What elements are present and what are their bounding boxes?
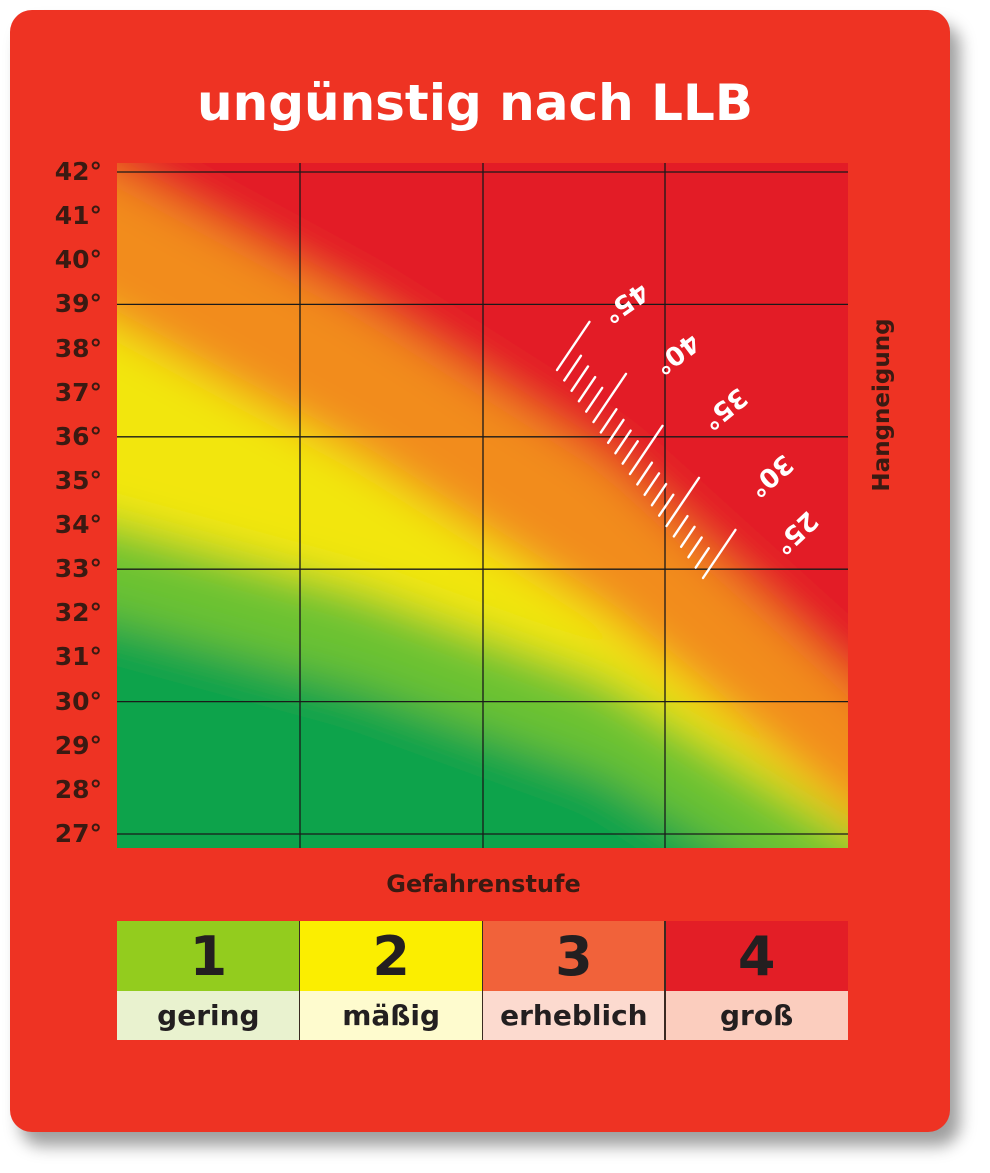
y-tick-label: 30°	[54, 686, 102, 716]
y-tick-label: 34°	[54, 510, 102, 540]
y-tick-label: 36°	[54, 421, 102, 451]
scale-tick	[665, 476, 701, 528]
legend-level-number: 1	[117, 921, 300, 991]
scale-tick	[563, 354, 583, 382]
y-tick-label: 39°	[54, 289, 102, 319]
scale-tick	[672, 514, 689, 538]
y-tick-label: 32°	[54, 598, 102, 628]
scale-tick	[614, 429, 632, 455]
legend-level-label: groß	[665, 991, 848, 1040]
legend-level-number: 4	[665, 921, 848, 991]
legend-item-level-3: 3 erheblich	[482, 921, 666, 1040]
y-tick-label: 28°	[54, 774, 102, 804]
scale-tick	[577, 375, 597, 403]
scale-tick	[636, 461, 654, 486]
y-axis-title: Hangneigung	[869, 318, 895, 492]
x-axis-title: Gefahrenstufe	[386, 870, 581, 898]
legend-level-label: mäßig	[299, 991, 483, 1040]
legend-level-label: gering	[117, 991, 300, 1040]
legend-level-label: erheblich	[482, 991, 666, 1040]
legend-separator	[481, 921, 483, 1040]
scale-tick	[679, 525, 696, 548]
legend-item-level-2: 2 mäßig	[299, 921, 483, 1040]
y-tick-label: 33°	[54, 554, 102, 584]
scale-tick	[658, 493, 675, 517]
legend-item-level-4: 4 groß	[665, 921, 848, 1040]
y-tick-label: 37°	[54, 377, 102, 407]
legend-separator	[664, 921, 666, 1040]
y-tick-label: 27°	[54, 819, 102, 848]
legend-separator	[298, 921, 301, 1040]
y-tick-label: 42°	[54, 157, 102, 186]
scale-tick	[606, 418, 625, 444]
y-tick-label: 31°	[54, 642, 102, 672]
scale-tick	[650, 482, 668, 507]
scale-tick	[585, 386, 604, 413]
scale-tick	[555, 320, 591, 372]
legend-level-number: 2	[299, 921, 483, 991]
scale-tick	[621, 440, 639, 465]
legend-level-number: 3	[482, 921, 666, 991]
chart-title: ungünstig nach LLB	[197, 74, 753, 132]
scale-tick	[592, 372, 628, 424]
y-tick-label: 38°	[54, 333, 102, 363]
scale-tick	[687, 536, 703, 559]
band-green	[117, 620, 721, 848]
y-tick-label: 29°	[54, 730, 102, 760]
scale-tick	[599, 408, 618, 434]
danger-level-legend: 1 gering 2 mäßig 3 erheblich 4 groß	[117, 921, 848, 1040]
scale-tick	[628, 424, 664, 476]
scale-tick	[694, 547, 710, 569]
y-tick-label: 41°	[54, 201, 102, 231]
scale-tick	[570, 365, 590, 392]
legend-item-level-1: 1 gering	[117, 921, 300, 1040]
scale-tick	[643, 472, 661, 496]
y-tick-label: 35°	[54, 465, 102, 495]
scale-tick	[701, 528, 737, 580]
y-tick-label: 40°	[54, 245, 102, 275]
